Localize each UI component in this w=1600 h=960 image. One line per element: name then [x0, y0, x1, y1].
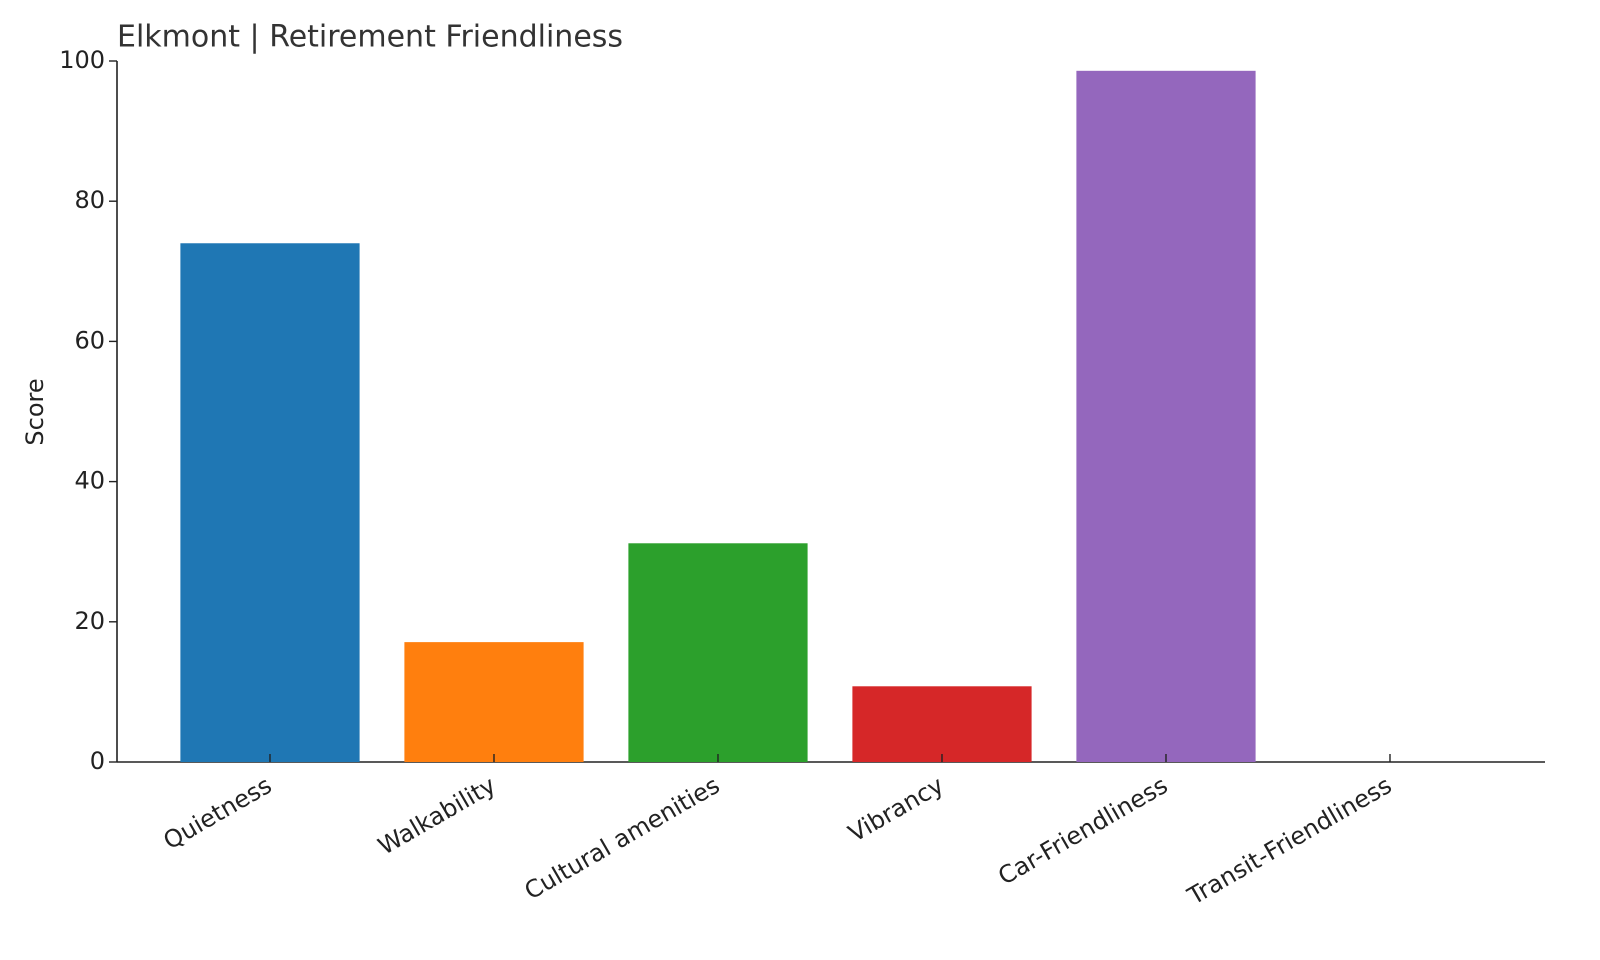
bar	[180, 243, 360, 762]
x-tick-label: Vibrancy	[844, 771, 949, 848]
x-tick-label: Transit-Friendliness	[1182, 771, 1396, 911]
bar	[852, 686, 1032, 762]
y-tick-label: 0	[90, 747, 105, 775]
bar	[628, 543, 808, 762]
y-tick-label: 40	[74, 467, 105, 495]
y-axis-label: Score	[21, 378, 49, 445]
y-tick-label: 80	[74, 186, 105, 214]
y-tick-label: 20	[74, 607, 105, 635]
x-tick-label: Walkability	[373, 771, 500, 861]
x-tick-label: Quietness	[159, 771, 277, 855]
bar	[404, 642, 584, 762]
chart-title: Elkmont | Retirement Friendliness	[117, 20, 623, 55]
x-tick-label: Cultural amenities	[520, 771, 725, 905]
bar	[1076, 70, 1256, 762]
y-tick-label: 100	[59, 46, 105, 74]
y-tick-label: 60	[74, 326, 105, 354]
x-tick-label: Car-Friendliness	[993, 771, 1172, 891]
